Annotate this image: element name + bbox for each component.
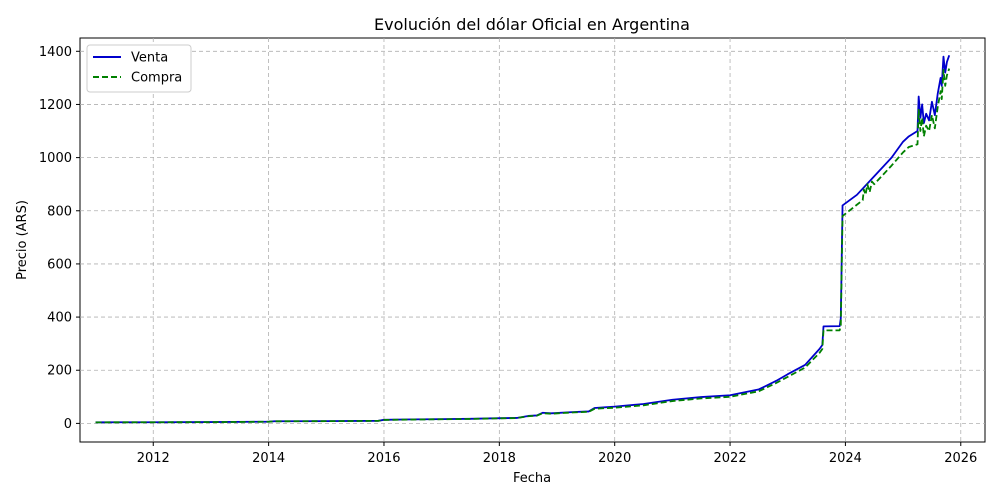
y-tick-label: 0 — [64, 417, 72, 432]
y-tick-label: 1200 — [39, 98, 72, 113]
x-tick-label: 2022 — [714, 451, 747, 466]
series-lines — [95, 54, 951, 424]
y-tick-label: 1400 — [39, 45, 72, 60]
y-axis-label: Precio (ARS) — [15, 200, 30, 280]
y-tick-label: 800 — [47, 204, 72, 219]
x-tick-label: 2024 — [829, 451, 862, 466]
y-tick-label: 200 — [47, 364, 72, 379]
legend-venta-label: Venta — [131, 51, 168, 66]
legend-compra-label: Compra — [131, 71, 182, 86]
x-tick-label: 2016 — [367, 451, 400, 466]
x-axis-label: Fecha — [513, 471, 551, 486]
legend: Venta Compra — [86, 44, 192, 93]
y-tick-label: 1000 — [39, 151, 72, 166]
x-tick-label: 2020 — [598, 451, 631, 466]
x-tick-label: 2012 — [137, 451, 170, 466]
x-tick-label: 2014 — [252, 451, 285, 466]
y-tick-label: 600 — [47, 257, 72, 272]
chart-title: Evolución del dólar Oficial en Argentina — [374, 15, 690, 34]
plot-area — [79, 37, 986, 443]
grid — [80, 38, 985, 442]
x-tick-label: 2018 — [483, 451, 516, 466]
x-tick-label: 2026 — [944, 451, 977, 466]
series-line-compra — [95, 68, 951, 424]
y-tick-label: 400 — [47, 311, 72, 326]
axis-ticks: 2012 2014 2016 2018 2020 2022 2024 2026 0 200 400 6… — [39, 45, 977, 466]
